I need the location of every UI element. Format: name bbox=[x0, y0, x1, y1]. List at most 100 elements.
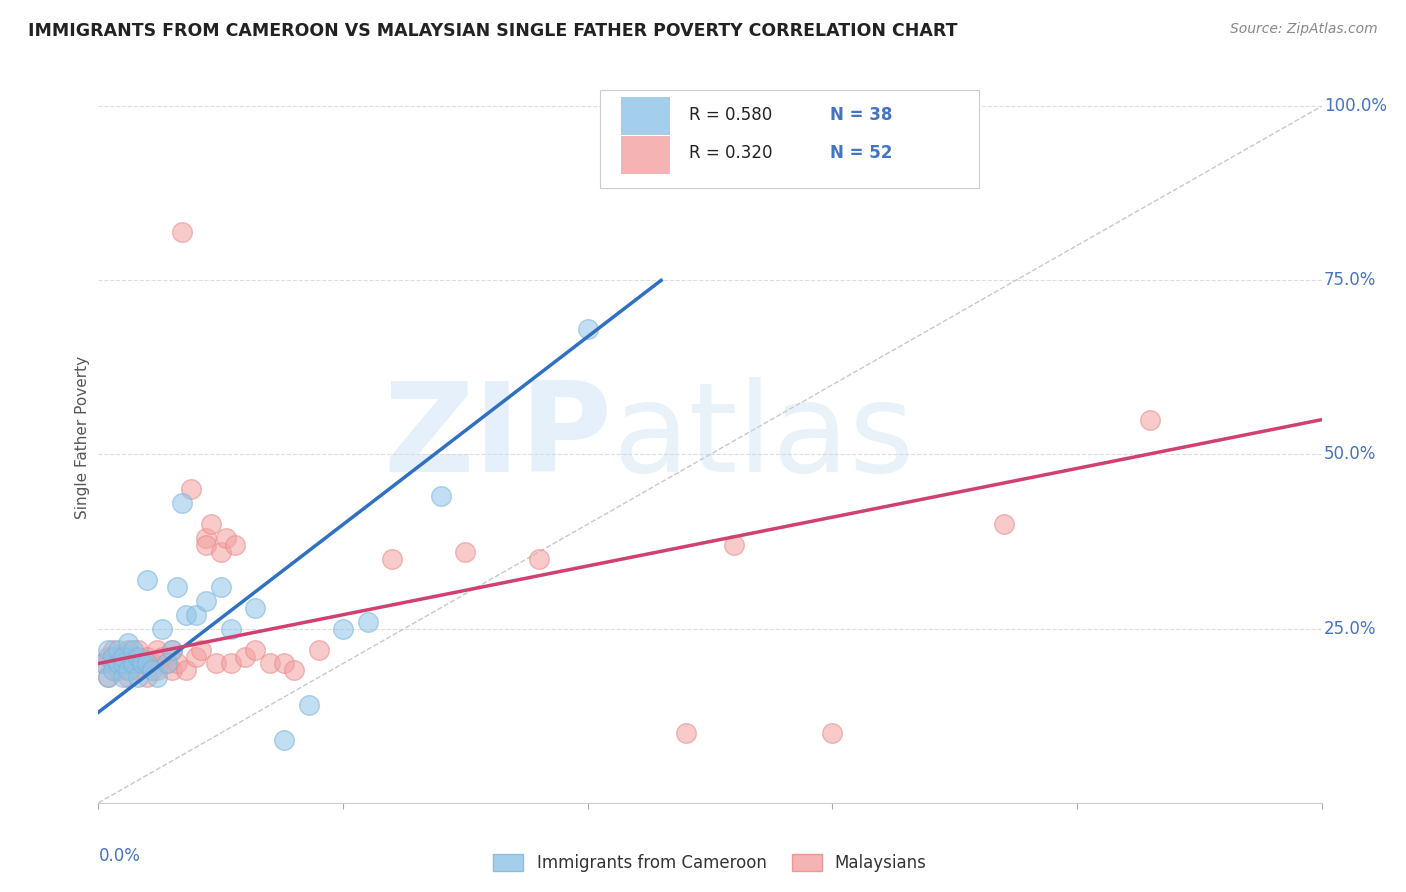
Text: R = 0.320: R = 0.320 bbox=[689, 145, 773, 162]
Point bbox=[107, 642, 129, 657]
Point bbox=[101, 657, 124, 671]
Point bbox=[107, 664, 129, 678]
Point bbox=[111, 657, 134, 671]
Point bbox=[233, 649, 256, 664]
Text: atlas: atlas bbox=[612, 376, 914, 498]
Text: 0.0%: 0.0% bbox=[98, 847, 141, 864]
Text: 75.0%: 75.0% bbox=[1324, 271, 1376, 289]
Point bbox=[127, 670, 149, 684]
Point bbox=[821, 726, 844, 740]
Y-axis label: Single Father Poverty: Single Father Poverty bbox=[75, 356, 90, 518]
Point bbox=[117, 670, 139, 684]
FancyBboxPatch shape bbox=[620, 136, 669, 174]
Legend: Immigrants from Cameroon, Malaysians: Immigrants from Cameroon, Malaysians bbox=[486, 847, 934, 879]
Point bbox=[146, 664, 169, 678]
Point bbox=[101, 649, 124, 664]
Point bbox=[1139, 412, 1161, 426]
Point bbox=[107, 657, 129, 671]
Point bbox=[91, 657, 114, 671]
Text: N = 52: N = 52 bbox=[830, 145, 893, 162]
Point bbox=[156, 657, 179, 671]
Point bbox=[131, 657, 153, 671]
Point bbox=[117, 635, 139, 649]
Point bbox=[209, 580, 232, 594]
Point bbox=[176, 664, 198, 678]
Text: ZIP: ZIP bbox=[384, 376, 612, 498]
Point bbox=[146, 670, 169, 684]
Point bbox=[273, 733, 295, 747]
Point bbox=[150, 622, 173, 636]
Text: Source: ZipAtlas.com: Source: ZipAtlas.com bbox=[1230, 22, 1378, 37]
Text: IMMIGRANTS FROM CAMEROON VS MALAYSIAN SINGLE FATHER POVERTY CORRELATION CHART: IMMIGRANTS FROM CAMEROON VS MALAYSIAN SI… bbox=[28, 22, 957, 40]
Point bbox=[97, 670, 120, 684]
Point bbox=[131, 657, 153, 671]
Point bbox=[141, 657, 163, 671]
Point bbox=[209, 545, 232, 559]
Point bbox=[141, 664, 163, 678]
Point bbox=[170, 225, 193, 239]
Point bbox=[259, 657, 281, 671]
Point bbox=[101, 642, 124, 657]
FancyBboxPatch shape bbox=[600, 90, 979, 188]
Point bbox=[576, 322, 599, 336]
Point bbox=[136, 649, 159, 664]
Point bbox=[136, 670, 159, 684]
Point bbox=[156, 657, 179, 671]
Point bbox=[273, 657, 295, 671]
Point bbox=[190, 642, 212, 657]
Point bbox=[283, 664, 305, 678]
Point bbox=[166, 580, 188, 594]
Text: 100.0%: 100.0% bbox=[1324, 97, 1388, 115]
Point bbox=[219, 622, 242, 636]
Point bbox=[111, 649, 134, 664]
Point bbox=[214, 531, 236, 545]
Point bbox=[993, 517, 1015, 532]
Point bbox=[195, 538, 218, 552]
Point bbox=[146, 642, 169, 657]
Text: 50.0%: 50.0% bbox=[1324, 445, 1376, 464]
Point bbox=[308, 642, 330, 657]
Point bbox=[121, 657, 143, 671]
Point bbox=[195, 531, 218, 545]
Point bbox=[127, 664, 149, 678]
Point bbox=[430, 489, 453, 503]
Point bbox=[160, 642, 183, 657]
Point bbox=[117, 642, 139, 657]
Point bbox=[117, 664, 139, 678]
Point bbox=[195, 594, 218, 608]
Point bbox=[111, 657, 134, 671]
Point bbox=[176, 607, 198, 622]
Point bbox=[97, 642, 120, 657]
Point bbox=[101, 664, 124, 678]
Point bbox=[127, 649, 149, 664]
Point bbox=[121, 649, 143, 664]
FancyBboxPatch shape bbox=[620, 97, 669, 135]
Point bbox=[224, 538, 246, 552]
Point bbox=[527, 552, 550, 566]
Point bbox=[381, 552, 404, 566]
Point bbox=[186, 649, 208, 664]
Point bbox=[219, 657, 242, 671]
Point bbox=[205, 657, 228, 671]
Point bbox=[111, 649, 134, 664]
Point bbox=[150, 649, 173, 664]
Point bbox=[160, 642, 183, 657]
Text: N = 38: N = 38 bbox=[830, 105, 893, 123]
Point bbox=[723, 538, 745, 552]
Point bbox=[243, 600, 266, 615]
Point bbox=[97, 649, 120, 664]
Point bbox=[136, 573, 159, 587]
Point bbox=[243, 642, 266, 657]
Point bbox=[136, 657, 159, 671]
Point bbox=[170, 496, 193, 510]
Point bbox=[332, 622, 354, 636]
Text: 25.0%: 25.0% bbox=[1324, 620, 1376, 638]
Point bbox=[180, 483, 202, 497]
Point bbox=[186, 607, 208, 622]
Point bbox=[166, 657, 188, 671]
Point bbox=[97, 670, 120, 684]
Point bbox=[454, 545, 477, 559]
Point bbox=[356, 615, 378, 629]
Point bbox=[675, 726, 697, 740]
Point bbox=[91, 657, 114, 671]
